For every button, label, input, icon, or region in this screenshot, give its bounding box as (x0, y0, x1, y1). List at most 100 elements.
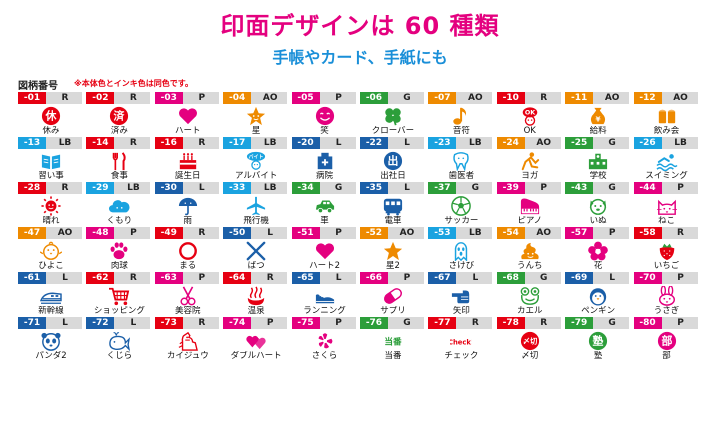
paw-icon (108, 241, 130, 261)
circle-char-icon: 済 (108, 106, 130, 126)
design-name: 〆切 (521, 351, 539, 361)
color-code: R (471, 318, 479, 328)
book-icon (40, 151, 62, 171)
design-cell: -39 P ピアノ (496, 182, 565, 227)
design-name: スイミング (645, 171, 688, 181)
design-number: -72 (86, 317, 115, 329)
design-number: -75 (291, 317, 320, 329)
color-code: G (540, 273, 548, 283)
design-number: -58 (633, 227, 662, 239)
design-cell: -29 LB くもり (86, 182, 154, 227)
design-name: 笑 (320, 126, 329, 136)
color-code: P (608, 228, 616, 238)
color-code: L (130, 318, 137, 328)
design-name: チェック (444, 351, 479, 361)
whale-icon (108, 331, 131, 351)
ok-icon: OK (519, 106, 541, 126)
hospital-icon (314, 151, 336, 171)
design-name: さけび (448, 261, 475, 271)
design-number: -65 (291, 272, 320, 284)
money-icon: ¥ (587, 106, 609, 126)
design-number: -06 (359, 92, 388, 104)
color-code: L (267, 228, 274, 238)
design-name: ハート2 (309, 261, 341, 271)
color-code: AO (262, 93, 278, 103)
design-name: パンダ2 (35, 351, 67, 361)
design-name: さくら (311, 351, 338, 361)
color-code: AO (468, 93, 483, 103)
ball-icon (450, 196, 472, 216)
design-name: 学校 (589, 171, 607, 181)
design-number: -29 (86, 182, 115, 194)
color-code: L (335, 138, 342, 148)
school-icon (587, 151, 609, 171)
design-cell: -30 L 雨 (154, 182, 223, 227)
svg-text:当番: 当番 (384, 336, 402, 348)
rabbit-icon (656, 286, 678, 306)
color-code: P (677, 273, 684, 283)
onsen-icon (245, 286, 267, 306)
design-cell: -12 AO 飲み会 (633, 92, 702, 137)
design-cell: -73 R カイジュウ (154, 317, 223, 362)
design-number: -07 (428, 92, 457, 104)
design-number: -61 (18, 272, 46, 284)
design-cell: -02 R 済済み (86, 92, 154, 137)
design-number: -64 (223, 272, 252, 284)
circle-char-icon: 塾 (587, 331, 609, 351)
cart-icon (108, 286, 130, 306)
scissors-icon (177, 286, 199, 306)
color-code: R (198, 318, 206, 328)
design-number: -23 (428, 137, 457, 149)
design-number: -69 (565, 272, 594, 284)
shoe-icon (314, 286, 336, 306)
text-stamp-icon: 当番 (382, 331, 404, 351)
color-code: P (540, 183, 548, 193)
design-number: -01 (18, 92, 46, 104)
design-name: ダブルハート (230, 351, 282, 361)
star-icon (382, 241, 404, 261)
smile-icon (314, 106, 336, 126)
design-cell: -78 R 〆切 〆切 (496, 317, 565, 362)
design-name: カエル (516, 306, 543, 316)
ring-icon (177, 241, 199, 261)
design-cell: -75 P さくら (291, 317, 360, 362)
dog-icon (587, 196, 609, 216)
design-cell: -11 AO ¥ 給料 (565, 92, 633, 137)
design-name: ランニング (303, 306, 346, 316)
color-code: P (198, 93, 206, 103)
design-number: -44 (633, 182, 662, 194)
design-number: -12 (633, 92, 662, 104)
umbrella-icon (177, 196, 199, 216)
design-name: ばつ (247, 261, 265, 271)
yoga-icon (519, 151, 541, 171)
design-number: -34 (291, 182, 320, 194)
color-code: P (335, 228, 342, 238)
design-cell: -50 L ばつ (223, 227, 291, 272)
color-code: G (403, 318, 411, 328)
kaiju-icon (177, 331, 199, 351)
svg-text:休: 休 (45, 109, 57, 123)
design-number: -53 (428, 227, 457, 239)
design-number-label: 図柄番号 (18, 81, 58, 92)
design-number: -13 (18, 137, 46, 149)
color-code: G (608, 183, 616, 193)
design-cell: -47 AO ひよこ (18, 227, 86, 272)
heart-icon (177, 106, 199, 126)
design-number: -63 (154, 272, 183, 284)
design-name: 電車 (384, 216, 402, 226)
design-name: くもり (106, 216, 133, 226)
color-code: R (129, 93, 137, 103)
design-name: くじら (106, 351, 133, 361)
design-cell: -10 R OK OK (496, 92, 565, 137)
color-code: P (677, 318, 684, 328)
design-name: いちご (653, 261, 680, 271)
clover-icon (382, 106, 404, 126)
design-name: カイジュウ (166, 351, 209, 361)
design-name: まる (179, 261, 197, 271)
design-number: -76 (359, 317, 388, 329)
design-name: ヨガ (521, 171, 539, 181)
design-cell: -23 LB 歯医者 (428, 137, 496, 182)
design-name: 美容院 (175, 306, 201, 316)
color-code: L (609, 273, 615, 283)
color-code: R (129, 138, 137, 148)
